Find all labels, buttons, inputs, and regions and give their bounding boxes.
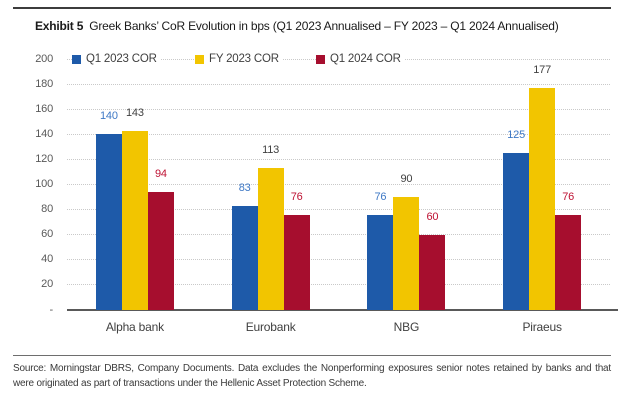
y-axis-tick-label: - (49, 303, 54, 316)
y-axis-tick-label: 140 (35, 127, 53, 140)
bar-value-label-fy-2023-cor: 143 (125, 107, 144, 119)
legend-label: Q1 2023 COR (86, 53, 157, 65)
y-axis-tick-label: 20 (41, 278, 53, 291)
bar-q1-2024-cor (283, 215, 310, 310)
bar-q1-2024-cor (419, 235, 446, 310)
legend-item: Q1 2024 COR (316, 52, 405, 66)
y-axis-tick-label: 200 (35, 52, 53, 65)
legend-label: FY 2023 COR (209, 53, 279, 65)
bar-value-label-fy-2023-cor: 177 (533, 64, 551, 76)
x-axis-line (67, 309, 618, 311)
y-gridline (67, 259, 610, 261)
legend-swatch-icon (316, 54, 325, 64)
bar-q1-2023-cor (95, 134, 122, 310)
legend-item: Q1 2023 COR (72, 52, 161, 66)
bar-value-label-fy-2023-cor: 113 (262, 144, 280, 156)
bar-value-label-q1-2024-cor: 94 (154, 168, 167, 180)
bar-fy-2023-cor (393, 197, 420, 310)
exhibit-title-text: Greek Banks’ CoR Evolution in bps (Q1 20… (89, 19, 559, 33)
y-gridline (67, 184, 610, 185)
bar-value-label-q1-2024-cor: 76 (562, 191, 575, 203)
legend-swatch-icon (72, 54, 81, 64)
source-note: Source: Morningstar DBRS, Company Docume… (13, 361, 611, 391)
bar-value-label-q1-2023-cor: 125 (507, 129, 525, 141)
y-axis-tick-label: 80 (41, 203, 53, 216)
bar-q1-2023-cor (367, 215, 394, 310)
bar-value-label-q1-2023-cor: 140 (99, 110, 118, 122)
legend-item: FY 2023 COR (195, 52, 283, 66)
legend-label: Q1 2024 COR (330, 53, 401, 65)
exhibit-title: Exhibit 5 Greek Banks’ CoR Evolution in b… (35, 19, 615, 33)
bar-q1-2024-cor (147, 192, 174, 310)
bar-q1-2023-cor (503, 153, 530, 310)
exhibit-number: Exhibit 5 (35, 19, 84, 33)
bar-q1-2023-cor (231, 206, 258, 310)
bottom-rule (13, 355, 611, 356)
x-axis-category-label: Eurobank (245, 320, 296, 334)
y-axis-tick-label: 160 (35, 102, 53, 115)
bar-fy-2023-cor (529, 88, 556, 310)
bar-value-label-q1-2023-cor: 83 (238, 182, 251, 194)
y-gridline (67, 158, 610, 160)
y-axis-tick-label: 40 (41, 253, 53, 266)
source-note-line2: were originated as part of transactions … (13, 378, 367, 389)
source-note-line1: Source: Morningstar DBRS, Company Docume… (13, 363, 611, 374)
legend-swatch-icon (195, 54, 204, 64)
bar-q1-2024-cor (555, 215, 582, 310)
bar-value-label-q1-2023-cor: 76 (374, 191, 387, 203)
y-gridline (67, 83, 610, 85)
y-gridline (67, 284, 610, 286)
x-axis-category-label: Alpha bank (105, 320, 164, 334)
y-axis-tick-label: 60 (41, 228, 53, 241)
bar-fy-2023-cor (257, 168, 284, 310)
y-gridline (67, 133, 610, 135)
y-axis-tick-label: 120 (35, 152, 53, 165)
y-gridline (67, 209, 610, 211)
bar-fy-2023-cor (121, 131, 148, 310)
y-axis-tick-label: 100 (35, 178, 53, 190)
y-gridline (67, 234, 610, 236)
bar-value-label-fy-2023-cor: 90 (400, 173, 413, 185)
top-rule (13, 7, 611, 9)
y-axis-tick-label: 180 (35, 77, 53, 90)
x-axis-category-label: Piraeus (522, 320, 562, 334)
y-gridline (67, 108, 610, 110)
x-axis-category-label: NBG (393, 320, 420, 334)
bar-value-label-q1-2024-cor: 60 (426, 211, 439, 223)
bar-value-label-q1-2024-cor: 76 (290, 191, 303, 203)
